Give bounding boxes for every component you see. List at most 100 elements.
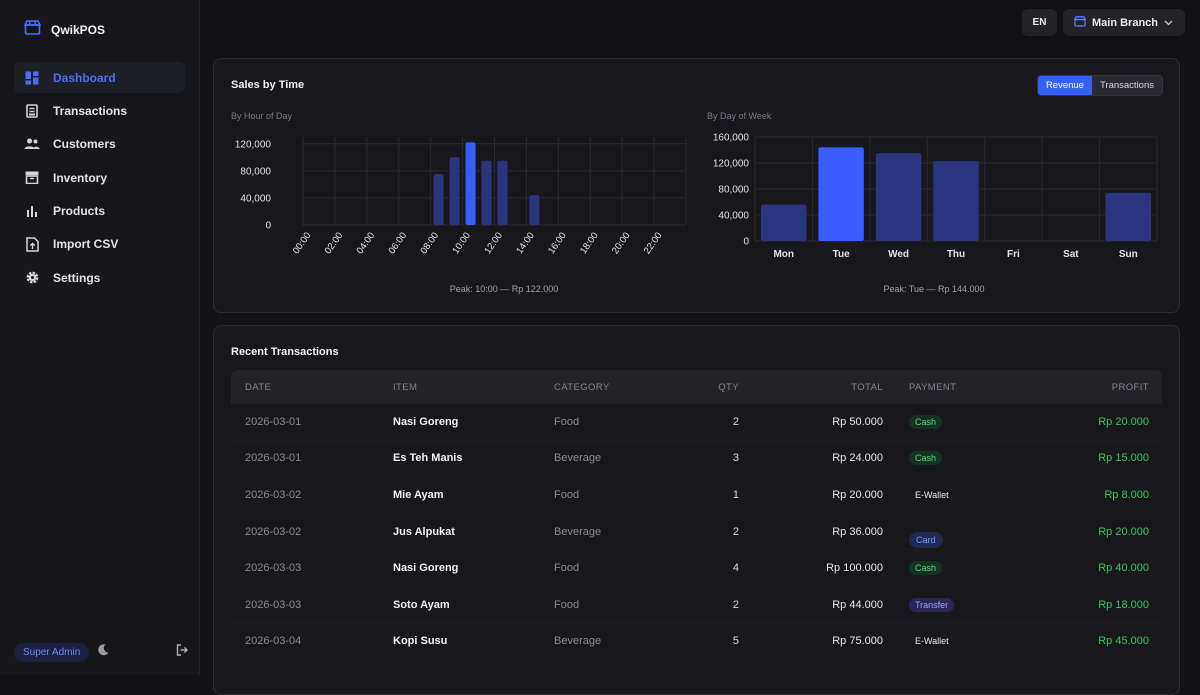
hour-bar[interactable]: [481, 160, 492, 225]
cell-profit: Rp 20.000: [1098, 525, 1149, 538]
hour-bar[interactable]: [449, 157, 460, 225]
x-tick-label: 08:00: [418, 230, 441, 256]
cell-total: Rp 100.000: [826, 562, 883, 575]
day-bar[interactable]: [933, 161, 979, 241]
sidebar-item-customers[interactable]: Customers: [14, 129, 185, 160]
payment-badge: Cash: [909, 451, 943, 466]
sidebar-item-label: Transactions: [53, 103, 128, 118]
table-row[interactable]: 2026-03-01 Es Teh Manis Beverage 3 Rp 24.000…: [231, 441, 1162, 478]
cell-profit: Rp 18.000: [1098, 598, 1149, 611]
x-tick-label: 18:00: [578, 230, 601, 256]
brand[interactable]: QwikPOS: [23, 20, 106, 40]
revenue-toggle[interactable]: Revenue: [1037, 76, 1092, 95]
col-profit[interactable]: PROFIT: [1111, 381, 1149, 393]
table-row[interactable]: 2026-03-02 Mie Ayam Food 1 Rp 20.000 E-Wallet…: [231, 477, 1162, 514]
table-row[interactable]: 2026-03-03 Nasi Goreng Food 4 Rp 100.000 Cash…: [231, 550, 1162, 587]
recent-title: Recent Transactions: [231, 346, 339, 358]
x-tick-label: 14:00: [514, 230, 537, 256]
col-qty[interactable]: QTY: [718, 381, 739, 393]
branch-selector[interactable]: Main Branch: [1063, 9, 1185, 36]
cell-total: Rp 44.000: [832, 598, 883, 611]
cell-payment: Cash: [909, 414, 943, 429]
role-badge: Super Admin: [14, 642, 90, 662]
table-row[interactable]: 2026-03-04 Kopi Susu Beverage 5 Rp 75.000 E-W…: [231, 624, 1162, 661]
x-tick-label: 20:00: [610, 230, 633, 256]
y-tick-label: 80,000: [240, 166, 271, 177]
sidebar-item-label: Dashboard: [53, 70, 116, 85]
table-body: 2026-03-01 Nasi Goreng Food 2 Rp 50.000 Cash R…: [231, 404, 1162, 661]
sidebar-item-transactions[interactable]: Transactions: [14, 95, 185, 126]
sidebar-item-products[interactable]: Products: [14, 196, 185, 227]
cell-profit: Rp 20.000: [1098, 415, 1149, 428]
sidebar-item-label: Inventory: [53, 170, 108, 185]
cell-date: 2026-03-03: [245, 598, 302, 611]
app-name: QwikPOS: [51, 23, 106, 37]
logout-icon[interactable]: [175, 643, 189, 662]
cell-category: Food: [554, 415, 580, 428]
cell-date: 2026-03-02: [245, 525, 302, 538]
y-tick-label: 0: [265, 221, 271, 232]
cell-item: Mie Ayam: [393, 488, 444, 501]
payment-badge: Transfer: [909, 597, 955, 612]
table-row[interactable]: 2026-03-02 Jus Alpukat Beverage 2 Rp 36.000 C…: [231, 514, 1162, 551]
x-tick-label: Sun: [1119, 249, 1138, 260]
hour-chart: 0 40,000 80,000 120,000 00:00 02:00 04:00 06:00…: [235, 137, 687, 256]
col-date[interactable]: DATE: [245, 381, 272, 393]
col-category[interactable]: CATEGORY: [554, 381, 610, 393]
col-item[interactable]: ITEM: [393, 381, 418, 393]
cell-profit: Rp 15.000: [1098, 452, 1149, 465]
x-tick-label: Thu: [947, 249, 965, 260]
col-payment[interactable]: PAYMENT: [909, 381, 957, 393]
day-bar[interactable]: [875, 153, 922, 241]
sidebar-item-label: Customers: [53, 137, 116, 152]
table-row[interactable]: 2026-03-01 Nasi Goreng Food 2 Rp 50.000 Cash R…: [231, 404, 1162, 441]
col-total[interactable]: TOTAL: [851, 381, 883, 393]
language-button[interactable]: EN: [1022, 9, 1057, 36]
sidebar-item-settings[interactable]: Settings: [14, 262, 185, 293]
cell-total: Rp 75.000: [832, 635, 883, 648]
cell-item: Nasi Goreng: [393, 562, 459, 575]
sidebar-item-dashboard[interactable]: Dashboard: [14, 62, 185, 93]
payment-badge: Cash: [909, 414, 943, 429]
payment-badge: E-Wallet: [915, 489, 949, 500]
hour-bar[interactable]: [433, 174, 444, 225]
cell-qty: 2: [732, 598, 739, 611]
cell-payment: Transfer: [909, 597, 955, 612]
cell-profit: Rp 45.000: [1098, 635, 1149, 648]
x-tick-label: 12:00: [482, 230, 505, 256]
x-tick-label: 10:00: [450, 230, 473, 256]
payment-badge: E-Wallet: [915, 636, 949, 647]
store-icon: [23, 20, 42, 40]
day-bar[interactable]: [1105, 192, 1151, 241]
x-tick-label: Wed: [888, 249, 909, 260]
sales-by-time-card: Sales by Time Revenue Transactions By Ho…: [213, 58, 1180, 313]
day-bar[interactable]: [818, 147, 864, 241]
sidebar-item-inventory[interactable]: Inventory: [14, 162, 185, 193]
sidebar-nav: Dashboard Transactions Customers Inventory P…: [14, 62, 185, 296]
moon-icon[interactable]: [97, 643, 110, 661]
chevron-down-icon: [1164, 17, 1173, 29]
cell-item: Nasi Goreng: [393, 415, 459, 428]
sidebar-footer: Super Admin: [14, 641, 189, 663]
payment-badge: Cash: [909, 561, 943, 576]
cell-category: Beverage: [554, 525, 602, 538]
sidebar-item-import-csv[interactable]: Import CSV: [14, 229, 185, 260]
y-tick-label: 160,000: [713, 133, 750, 144]
cell-category: Food: [554, 598, 580, 611]
x-tick-label: 22:00: [642, 230, 665, 256]
x-tick-label: 16:00: [546, 230, 569, 256]
bar-chart-icon: [23, 205, 41, 218]
sidebar: QwikPOS Dashboard Transactions Customers In…: [0, 0, 200, 675]
hour-bar[interactable]: [465, 142, 476, 225]
sidebar-item-label: Import CSV: [53, 237, 119, 252]
cell-date: 2026-03-02: [245, 488, 302, 501]
cell-qty: 1: [732, 488, 739, 501]
cell-item: Kopi Susu: [393, 635, 448, 648]
hour-bar[interactable]: [497, 160, 508, 225]
store-icon: [1073, 15, 1087, 30]
transactions-toggle[interactable]: Transactions: [1091, 76, 1162, 95]
hour-bar[interactable]: [529, 195, 540, 225]
day-bar[interactable]: [761, 204, 807, 241]
cell-payment: E-Wallet: [909, 635, 955, 647]
table-row[interactable]: 2026-03-03 Soto Ayam Food 2 Rp 44.000 Transfe…: [231, 587, 1162, 624]
